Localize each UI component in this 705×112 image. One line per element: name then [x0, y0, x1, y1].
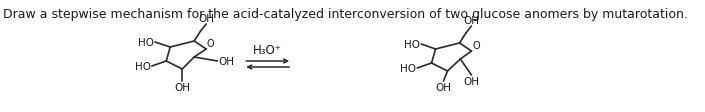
Text: OH: OH — [198, 14, 214, 24]
Text: OH: OH — [218, 56, 234, 66]
Text: OH: OH — [463, 16, 479, 26]
Text: HO: HO — [135, 61, 151, 71]
Text: OH: OH — [174, 82, 190, 92]
Text: HO: HO — [400, 63, 417, 73]
Text: Draw a stepwise mechanism for the acid-catalyzed interconversion of two glucose : Draw a stepwise mechanism for the acid-c… — [4, 8, 688, 21]
Text: O: O — [207, 39, 214, 49]
Text: HO: HO — [405, 40, 420, 50]
Text: HO: HO — [138, 38, 154, 48]
Text: OH: OH — [436, 82, 451, 92]
Text: OH: OH — [463, 76, 479, 86]
Text: O: O — [472, 41, 480, 51]
Text: H₃O⁺: H₃O⁺ — [253, 44, 282, 56]
